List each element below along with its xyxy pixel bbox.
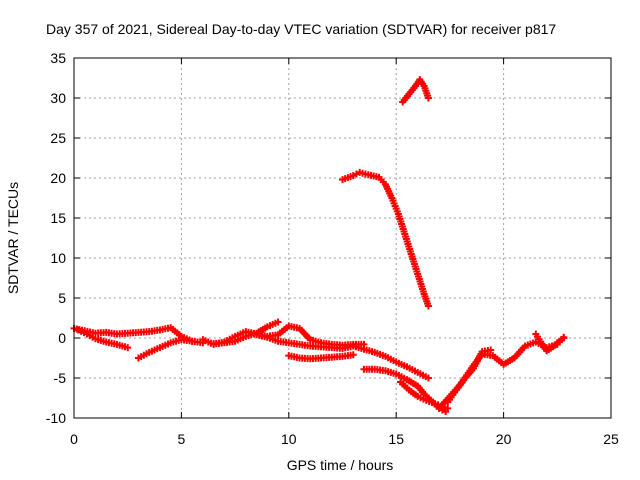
data-point [560,334,568,342]
chart-title: Day 357 of 2021, Sidereal Day-to-day VTE… [46,21,556,37]
x-tick-label: 0 [70,431,78,447]
data-point [124,344,132,352]
data-point [487,346,495,354]
data-points [70,76,568,416]
series-track-b-morning [74,326,132,352]
y-tick-label: 20 [50,170,66,186]
data-point [424,302,432,310]
y-tick-label: 35 [50,50,66,66]
y-tick-label: -10 [46,410,66,426]
x-tick-label: 15 [388,431,404,447]
series-track-g-midday [285,351,357,363]
x-tick-label: 10 [281,431,297,447]
y-tick-label: 5 [58,290,66,306]
data-point [188,337,196,345]
y-tick-label: -5 [54,370,67,386]
y-axis-ticks: -10 -5 0 5 10 15 20 25 30 35 [46,50,611,426]
series-track-e-midday [210,318,282,348]
series-track-c-morning [134,336,196,362]
x-axis-ticks: 0 5 10 15 20 25 [70,58,619,447]
x-axis-label: GPS time / hours [287,457,394,473]
x-tick-label: 25 [603,431,619,447]
y-axis-label: SDTVAR / TECUs [5,182,21,294]
data-point [424,94,432,102]
y-tick-label: 25 [50,130,66,146]
plot-frame [73,57,612,419]
grid-lines [74,58,611,418]
series-track-m-recovery [532,330,568,355]
data-point [274,318,282,326]
x-tick-label: 5 [178,431,186,447]
data-point [349,351,357,359]
y-tick-label: 15 [50,210,66,226]
data-point [444,404,452,412]
y-tick-label: 30 [50,90,66,106]
series-track-l-recovery [444,346,495,406]
x-tick-label: 20 [496,431,512,447]
y-tick-label: 0 [58,330,66,346]
y-tick-label: 10 [50,250,66,266]
series-track-h-afternoon [349,342,432,382]
series-track-k-recovery [435,333,568,412]
data-point [424,374,432,382]
series-track-o-peak [399,76,432,106]
series-track-n-high [339,168,432,310]
series-track-f-midday [253,331,357,352]
